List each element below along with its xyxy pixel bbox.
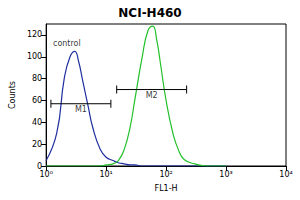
svg-text:FL1-H: FL1-H xyxy=(155,184,178,193)
svg-text:M1: M1 xyxy=(75,105,87,114)
svg-text:20: 20 xyxy=(32,140,42,149)
svg-text:Counts: Counts xyxy=(8,81,17,109)
svg-text:60: 60 xyxy=(32,96,42,105)
svg-text:10⁴: 10⁴ xyxy=(279,170,292,179)
svg-text:10⁰: 10⁰ xyxy=(39,170,52,179)
svg-text:NCI-H460: NCI-H460 xyxy=(118,6,181,20)
svg-text:M2: M2 xyxy=(146,91,158,100)
svg-text:80: 80 xyxy=(32,74,42,83)
svg-text:10²: 10² xyxy=(159,170,172,179)
svg-text:120: 120 xyxy=(27,30,42,39)
svg-text:100: 100 xyxy=(27,52,42,61)
svg-text:0: 0 xyxy=(37,161,43,171)
svg-text:40: 40 xyxy=(32,118,42,127)
svg-text:control: control xyxy=(53,39,81,48)
svg-text:10³: 10³ xyxy=(219,170,232,179)
svg-text:10¹: 10¹ xyxy=(99,170,112,179)
